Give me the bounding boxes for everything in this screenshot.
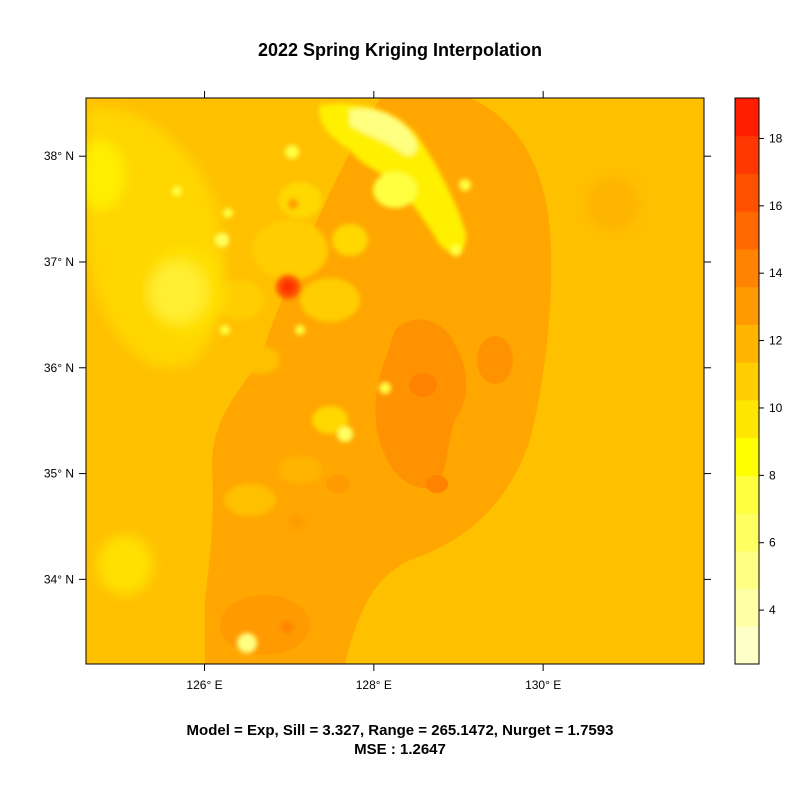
colorbar-segment (735, 135, 759, 174)
colorbar-segment (735, 513, 759, 552)
colorbar-segment (735, 98, 759, 137)
hotspot-north-5 (288, 199, 298, 209)
surface-core-dark-orange (375, 319, 467, 489)
hotspot-north-3 (223, 208, 233, 218)
surface-spot-eastcoast (477, 336, 513, 384)
surface-spot-busan (426, 475, 448, 493)
surface-hotspots (172, 145, 471, 653)
colorbar-segment (735, 211, 759, 250)
hotspot-jeju-bright (237, 633, 257, 653)
colorbar-tick-label: 4 (769, 603, 776, 617)
interpolation-surface (86, 98, 704, 664)
x-tick-label: 128° E (356, 678, 392, 692)
hotspot-south-2 (290, 515, 304, 529)
hotspot-seoul-core (282, 281, 294, 293)
y-tick-label: 35° N (44, 467, 74, 481)
colorbar-segment (735, 362, 759, 401)
colorbar-border (734, 97, 760, 665)
colorbar-segment (735, 173, 759, 212)
colorbar-segment (735, 588, 759, 627)
colorbar-tick-label: 14 (769, 266, 783, 280)
colorbar-segment (735, 437, 759, 476)
surface-field-nw (86, 140, 125, 210)
colorbar-segment (735, 286, 759, 325)
surface-spot-daegu (409, 373, 437, 397)
hotspot-ne (459, 179, 471, 191)
colorbar-segment (735, 626, 759, 665)
colorbar-segment (735, 550, 759, 590)
colorbar-tick-label: 10 (769, 401, 783, 415)
colorbar-segment (735, 399, 759, 439)
colorbar: 4 6 8 10 12 14 16 18 (734, 97, 783, 665)
chart-title: 2022 Spring Kriging Interpolation (257, 40, 543, 60)
surface-field-dokdo (586, 177, 640, 231)
x-tick-label: 130° E (525, 678, 561, 692)
model-caption: Model = Exp, Sill = 3.327, Range = 265.1… (186, 722, 614, 739)
surface-field-sw (97, 535, 153, 595)
hotspot-south-coast (337, 426, 353, 442)
surface-spot-southwest (220, 595, 310, 655)
surface-north-patch (373, 172, 417, 208)
hotspot-central-1 (379, 382, 391, 394)
colorbar-tick-label: 6 (769, 536, 776, 550)
y-tick-label: 38° N (44, 149, 74, 163)
surface-mottle (215, 182, 368, 516)
y-tick-label: 37° N (44, 255, 74, 269)
colorbar-tick-label: 8 (769, 468, 776, 482)
colorbar-tick-label: 12 (769, 334, 783, 348)
colorbar-tick-label: 16 (769, 199, 783, 213)
hotspot-north-1 (285, 145, 299, 159)
mse-caption: MSE : 1.2647 (354, 741, 446, 758)
hotspot-center (295, 325, 305, 335)
colorbar-segment (735, 475, 759, 514)
axes: 126° E 128° E 130° E 34° N 35° N 36° N 37° N 38… (44, 91, 711, 692)
y-tick-label: 36° N (44, 361, 74, 375)
hotspot-north-4 (215, 233, 229, 247)
hotspot-ne-2 (450, 244, 462, 256)
colorbar-segment (735, 248, 759, 288)
plot-border (85, 97, 705, 665)
colorbar-tick-label: 18 (769, 131, 783, 145)
y-tick-label: 34° N (44, 572, 74, 586)
x-tick-label: 126° E (186, 678, 222, 692)
surface-north-pale-core (350, 109, 417, 156)
hotspot-west-1 (220, 325, 230, 335)
colorbar-segment (735, 324, 759, 363)
surface-field-west-core (150, 262, 206, 322)
hotspot-north-2 (172, 186, 182, 196)
surface-spot-south (326, 475, 350, 493)
hotspot-south-3 (281, 621, 293, 633)
